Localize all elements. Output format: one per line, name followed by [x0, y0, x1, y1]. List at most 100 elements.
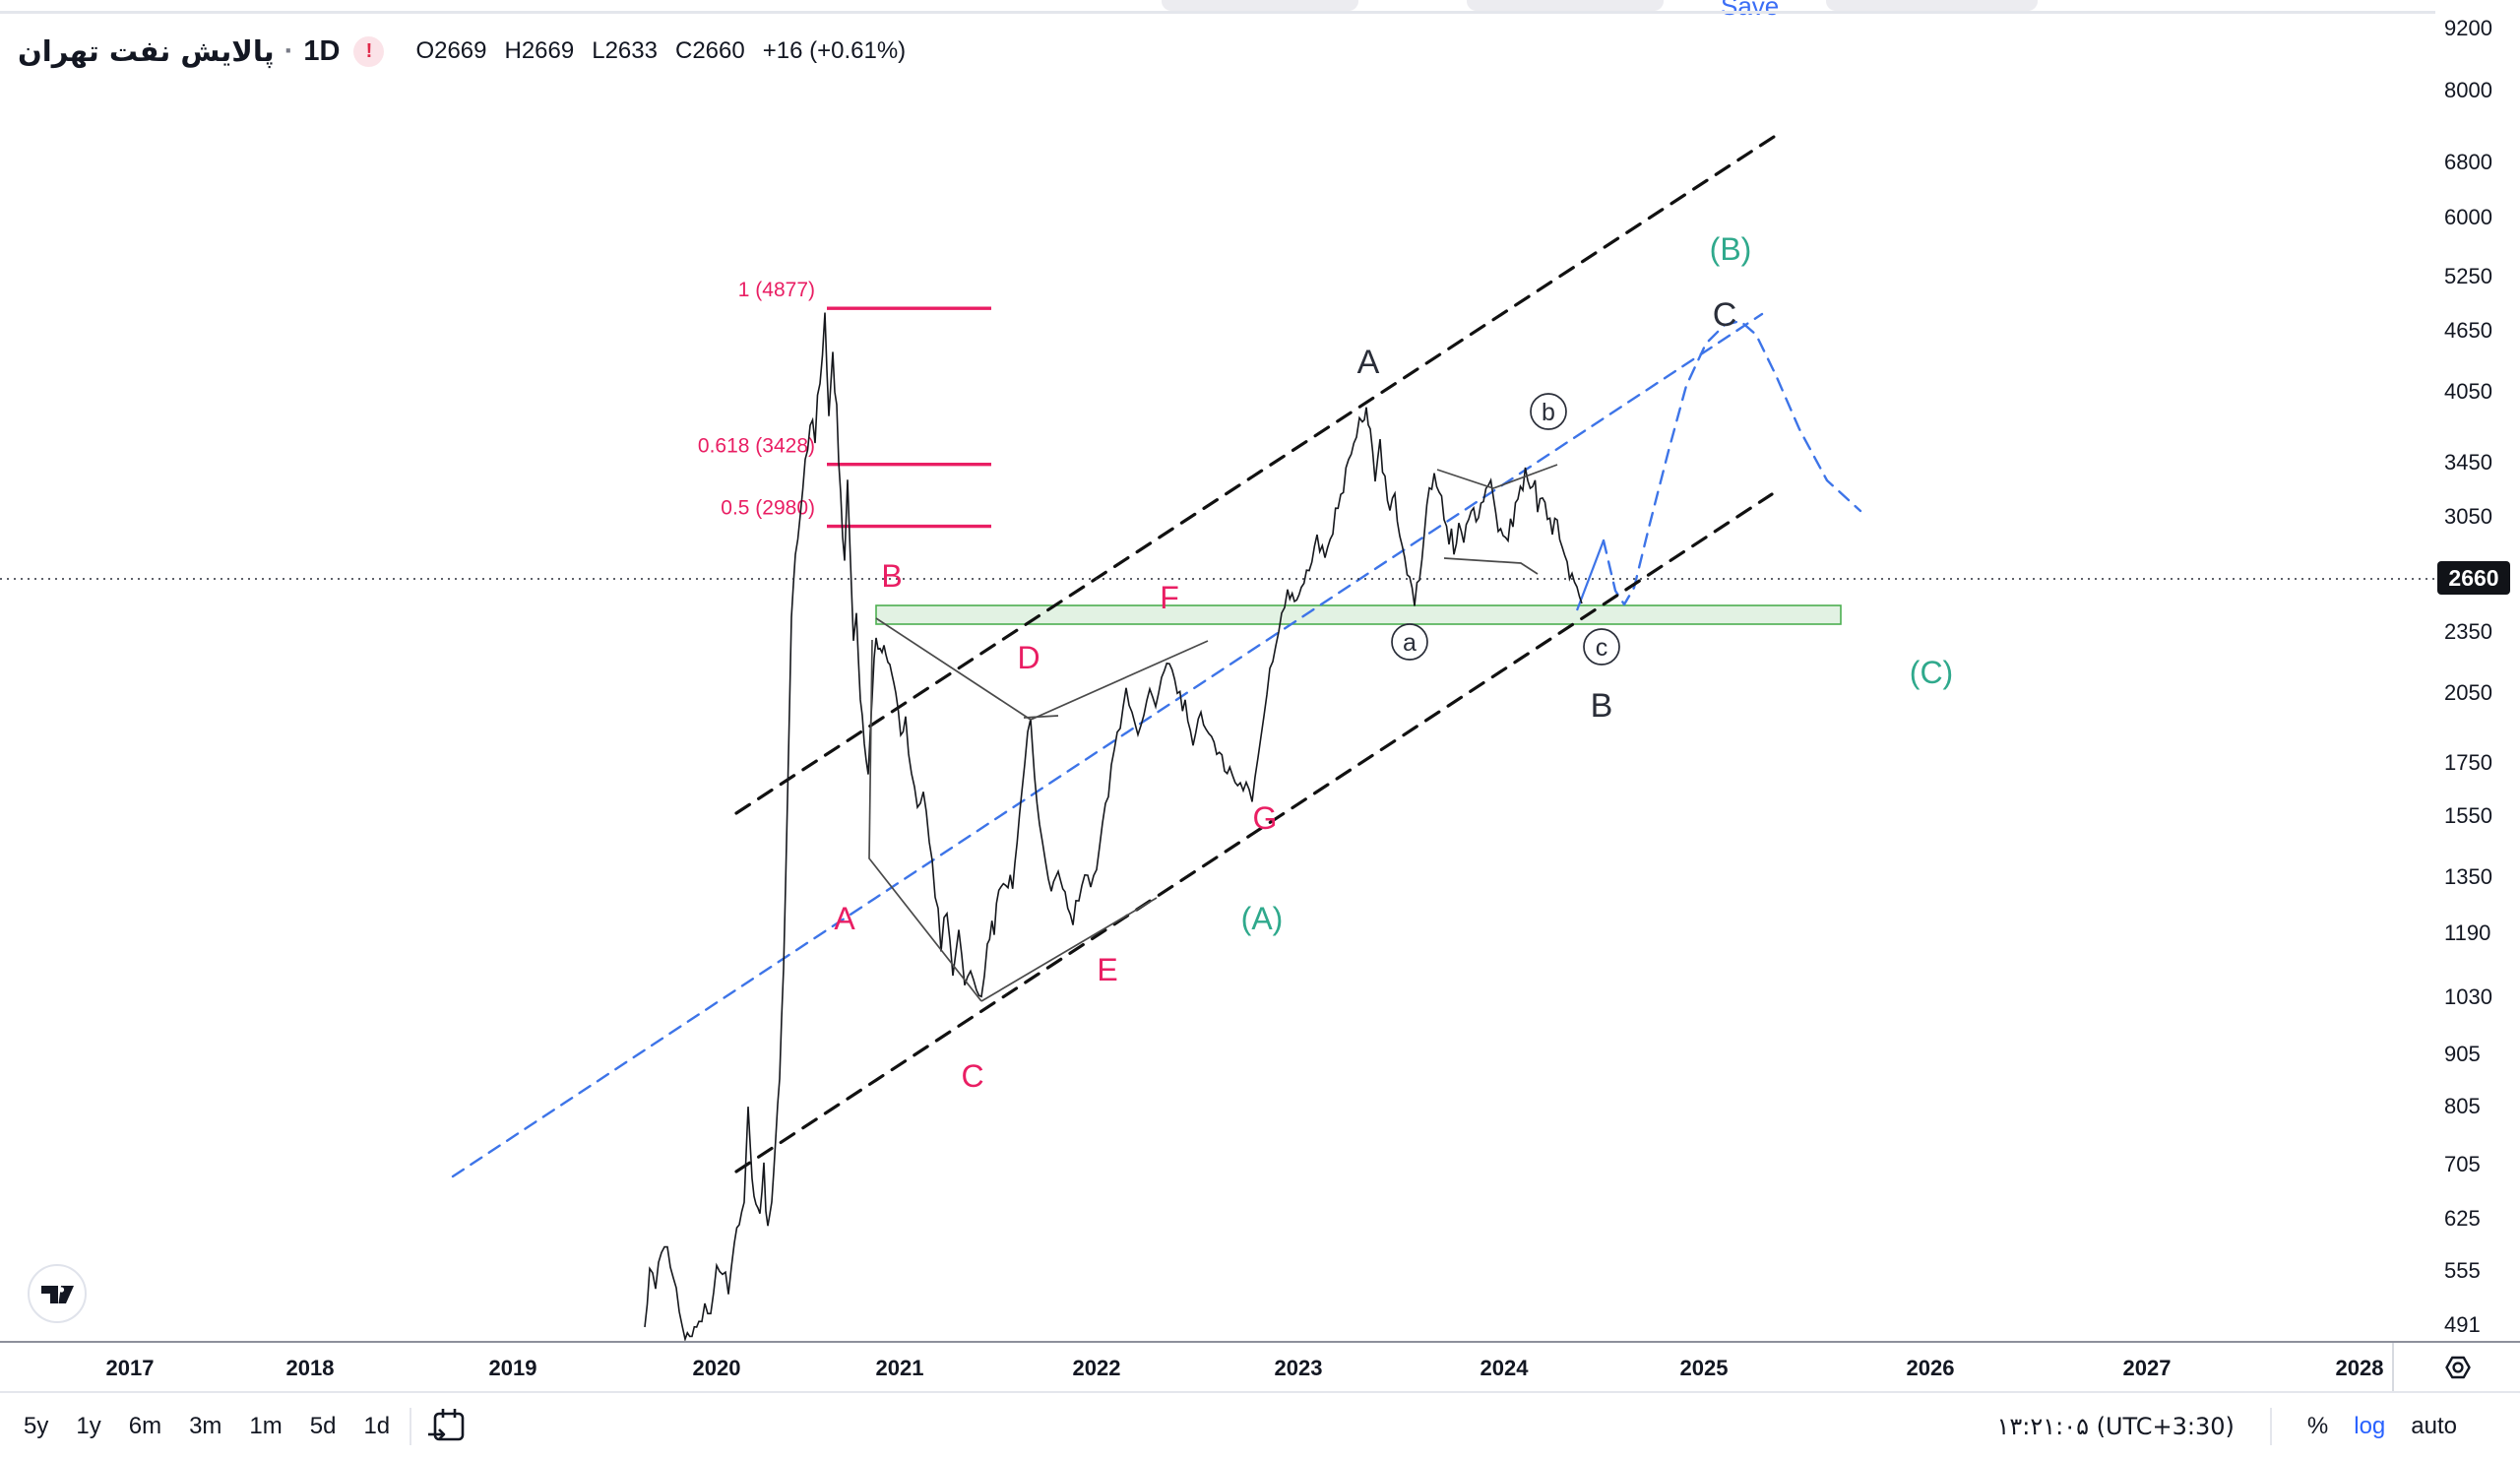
go-to-date-button[interactable]: [427, 1406, 469, 1447]
price-tick: 6800: [2444, 149, 2492, 174]
clock-utc[interactable]: ۱۳:۲۱:۰۵ (UTC+3:30): [1996, 1412, 2235, 1440]
wave-label-pink[interactable]: A: [834, 901, 855, 936]
price-tick: 905: [2444, 1042, 2481, 1067]
pattern-line[interactable]: [1023, 715, 1059, 719]
year-tick: 2026: [1906, 1356, 1955, 1380]
price-tick: 1750: [2444, 749, 2492, 775]
wave-label-teal[interactable]: (B): [1710, 231, 1752, 267]
time-axis[interactable]: 2017 2018 2019 2020 2021 2022 2023 2024 2025 2026…: [0, 1343, 2392, 1391]
ohlc-l: L2633: [592, 37, 658, 64]
support-zone[interactable]: [875, 604, 1842, 625]
price-tick: 805: [2444, 1093, 2481, 1118]
browser-pill: [1826, 0, 2038, 11]
pattern-line[interactable]: [1436, 464, 1558, 489]
wave-label-black[interactable]: C: [1713, 296, 1737, 334]
axis-mode-controls: ۱۳:۲۱:۰۵ (UTC+3:30) % log auto: [1996, 1407, 2520, 1445]
log-scale-button[interactable]: log: [2354, 1412, 2386, 1439]
ohlc-o: O2669: [415, 37, 487, 64]
price-tick: 1350: [2444, 864, 2492, 890]
wave-label-pink[interactable]: B: [881, 558, 902, 594]
pattern-line[interactable]: [1443, 557, 1539, 575]
save-button[interactable]: Save: [1721, 0, 1780, 21]
divider: [0, 11, 2520, 14]
date-range-buttons: 5y 1y 6m 3m 1m 5d 1d: [0, 1407, 400, 1446]
gear-icon[interactable]: [2438, 1348, 2478, 1387]
wave-label-pink[interactable]: F: [1160, 580, 1179, 615]
wave-label-pink[interactable]: E: [1097, 952, 1117, 987]
change-value: +16 (+0.61%): [762, 37, 907, 64]
circled-wave-letter: c: [1596, 634, 1608, 662]
symbol-header: پالایش نفت تهران · 1D ! O2669 H2669 L2633 C…: [18, 28, 906, 75]
channel-line[interactable]: [734, 492, 1774, 1174]
ohlc-c: C2660: [674, 37, 745, 64]
year-tick: 2023: [1274, 1356, 1323, 1380]
bottom-toolbar: 5y 1y 6m 3m 1m 5d 1d ۱۳:۲۱:۰۵ (UTC+3:30) % log…: [0, 1393, 2520, 1459]
percent-scale-button[interactable]: %: [2306, 1412, 2329, 1439]
year-tick: 2019: [488, 1356, 537, 1380]
range-button-1m[interactable]: 1m: [239, 1407, 291, 1446]
price-tick: 5250: [2444, 264, 2492, 289]
price-series-path: [644, 312, 1583, 1341]
wave-label-pink[interactable]: C: [961, 1058, 983, 1094]
projection-trend-line[interactable]: [451, 312, 1764, 1178]
price-tick: 555: [2444, 1257, 2481, 1283]
price-tick: 3050: [2444, 504, 2492, 530]
price-tick: 9200: [2444, 16, 2492, 40]
fib-label: 1 (4877): [738, 279, 815, 301]
price-tick: 4050: [2444, 378, 2492, 404]
tradingview-logo[interactable]: [28, 1264, 87, 1323]
year-tick: 2021: [875, 1356, 924, 1380]
range-button-5y[interactable]: 5y: [14, 1407, 58, 1446]
symbol-name: پالایش نفت تهران: [18, 34, 275, 68]
price-tick: 2050: [2444, 679, 2492, 705]
wave-label-pink[interactable]: D: [1017, 640, 1040, 675]
price-axis[interactable]: 9200 8000 6800 6000 5250 4650 4050 3450 3050 2350…: [2435, 0, 2520, 1341]
calendar-arrow-icon: [428, 1408, 465, 1440]
browser-pill: [1467, 0, 1664, 11]
projection-solid-segment[interactable]: [1575, 539, 1606, 611]
channel-line[interactable]: [734, 133, 1779, 815]
data-warning-icon[interactable]: !: [353, 35, 385, 67]
price-chart-pane[interactable]: 1 (4877) 0.618 (3428) 0.5 (2980) A B C D E F G A B C…: [0, 0, 2435, 1341]
price-tick: 8000: [2444, 77, 2492, 102]
current-price-badge: 2660: [2437, 561, 2510, 595]
wave-label-black[interactable]: B: [1591, 687, 1613, 725]
range-button-3m[interactable]: 3m: [179, 1407, 231, 1446]
range-button-1d[interactable]: 1d: [353, 1407, 400, 1446]
pattern-line[interactable]: [875, 617, 1209, 721]
range-button-6m[interactable]: 6m: [119, 1407, 171, 1446]
wave-label-black[interactable]: A: [1357, 344, 1380, 381]
circled-wave-label[interactable]: [1391, 623, 1428, 661]
circled-wave-label[interactable]: [1530, 393, 1567, 430]
price-tick: 3450: [2444, 449, 2492, 475]
range-button-5d[interactable]: 5d: [300, 1407, 346, 1446]
price-tick: 4650: [2444, 317, 2492, 343]
projection-path[interactable]: [1602, 319, 1862, 606]
price-tick: 491: [2444, 1311, 2481, 1337]
pattern-line[interactable]: [980, 897, 1158, 1002]
year-tick: 2018: [285, 1356, 335, 1380]
ohlc-h: H2669: [504, 37, 575, 64]
timeframe-label: 1D: [303, 34, 341, 67]
price-tick: 625: [2444, 1205, 2481, 1231]
year-tick: 2025: [1679, 1356, 1729, 1380]
year-tick: 2027: [2122, 1356, 2172, 1380]
circled-wave-letter: b: [1542, 399, 1555, 426]
wave-label-teal[interactable]: (A): [1241, 901, 1284, 936]
title-separator: ·: [284, 34, 294, 67]
range-button-1y[interactable]: 1y: [66, 1407, 110, 1446]
wave-label-pink[interactable]: G: [1253, 800, 1278, 836]
price-tick: 705: [2444, 1152, 2481, 1177]
pattern-line[interactable]: [868, 639, 982, 1002]
tv-logo-icon: [41, 1286, 74, 1303]
wave-label-teal[interactable]: (C): [1910, 655, 1953, 690]
auto-scale-button[interactable]: auto: [2411, 1412, 2457, 1439]
circled-wave-label[interactable]: [1583, 628, 1620, 666]
browser-pill: [1162, 0, 1358, 11]
price-tick: 1190: [2444, 920, 2491, 946]
year-tick: 2024: [1480, 1356, 1529, 1380]
symbol-title[interactable]: پالایش نفت تهران · 1D: [18, 34, 340, 68]
price-tick: 1030: [2444, 984, 2492, 1010]
axis-settings-cell[interactable]: [2392, 1343, 2520, 1391]
